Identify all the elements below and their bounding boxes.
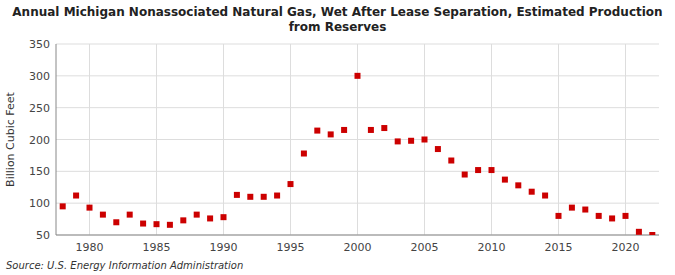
x-tick-label: 1985 [143, 241, 171, 254]
point [448, 158, 454, 164]
point [556, 213, 562, 219]
point [328, 131, 334, 137]
point [355, 73, 361, 79]
y-axis-label: Billion Cubic Feet [4, 91, 17, 186]
point [154, 221, 160, 227]
point [261, 194, 267, 200]
x-grid-line [625, 44, 626, 235]
x-grid-line [156, 44, 157, 235]
point [395, 138, 401, 144]
chart: Annual Michigan Nonassociated Natural Ga… [0, 0, 675, 275]
source-note: Source: U.S. Energy Information Administ… [6, 260, 243, 271]
point [368, 127, 374, 133]
y-tick-label: 300 [29, 70, 50, 83]
point [649, 232, 655, 235]
point [113, 219, 119, 225]
point [60, 203, 66, 209]
x-tick-label: 1995 [277, 241, 305, 254]
x-tick-label: 2015 [545, 241, 573, 254]
y-axis-line [56, 44, 57, 235]
point [502, 177, 508, 183]
x-grid-line [290, 44, 291, 235]
chart-container: Annual Michigan Nonassociated Natural Ga… [0, 0, 675, 275]
point [422, 137, 428, 143]
point [301, 151, 307, 157]
point [167, 222, 173, 228]
title-line: from Reserves [289, 20, 387, 34]
point [207, 215, 213, 221]
y-tick-label: 250 [29, 102, 50, 115]
points [60, 73, 656, 235]
point [274, 193, 280, 199]
point [87, 205, 93, 211]
x-grid-line [558, 44, 559, 235]
y-tick-label: 100 [29, 197, 50, 210]
x-tick-label: 2005 [411, 241, 439, 254]
point [288, 181, 294, 187]
point [73, 193, 79, 199]
x-tick-label: 2000 [344, 241, 372, 254]
point [194, 212, 200, 218]
y-tick-label: 50 [36, 229, 50, 242]
point [542, 193, 548, 199]
point [596, 213, 602, 219]
x-grid-line [223, 44, 224, 235]
title-line: Annual Michigan Nonassociated Natural Ga… [12, 5, 662, 19]
point [127, 212, 133, 218]
y-tick-label: 350 [29, 38, 50, 51]
point [489, 167, 495, 173]
point [435, 146, 441, 152]
x-grid-line [357, 44, 358, 235]
point [569, 205, 575, 211]
title: Annual Michigan Nonassociated Natural Ga… [12, 5, 662, 34]
point [475, 167, 481, 173]
x-tick-label: 2010 [478, 241, 506, 254]
point [140, 221, 146, 227]
point [247, 194, 253, 200]
y-tick-label: 150 [29, 165, 50, 178]
y-tick-label: 200 [29, 134, 50, 147]
x-tick-label: 1990 [210, 241, 238, 254]
point [381, 125, 387, 131]
point [515, 182, 521, 188]
point [221, 214, 227, 220]
point [408, 138, 414, 144]
x-axis-line [56, 235, 659, 236]
x-tick-label: 1980 [76, 241, 104, 254]
y-grid-line [56, 235, 659, 236]
x-grid-line [491, 44, 492, 235]
point [100, 212, 106, 218]
point [623, 213, 629, 219]
point [341, 127, 347, 133]
point [582, 207, 588, 213]
point [609, 215, 615, 221]
point [234, 192, 240, 198]
point [180, 217, 186, 223]
point [529, 189, 535, 195]
grid [56, 44, 659, 235]
x-tick-label: 2020 [612, 241, 640, 254]
point [462, 172, 468, 178]
point [314, 128, 320, 134]
point [636, 229, 642, 235]
